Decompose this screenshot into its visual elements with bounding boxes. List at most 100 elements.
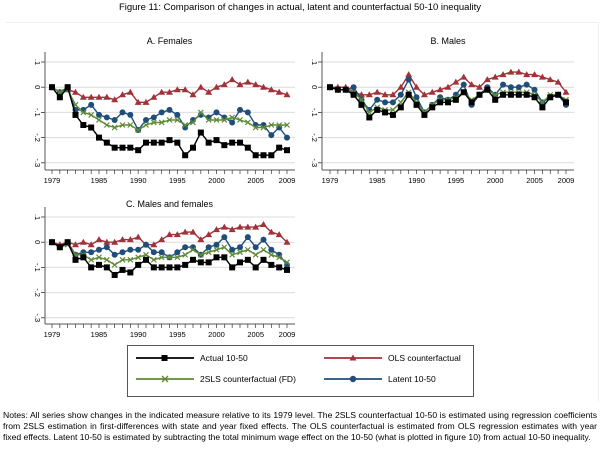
series-2sls-counterfactual-fd- [49,84,290,133]
data-point [88,256,95,263]
data-point [103,114,110,121]
data-point [174,111,181,118]
data-point [72,111,79,118]
data-point [103,244,110,251]
data-point [189,91,197,98]
data-point [365,91,373,98]
data-point [554,78,562,85]
y-tick-label: -.1 [33,263,42,272]
data-point [221,234,228,241]
data-point [268,132,275,139]
data-point [531,71,539,78]
data-point [135,254,142,261]
data-point [111,96,119,103]
data-point [555,91,562,98]
legend-swatch-2sls [136,375,194,383]
data-point [127,122,134,128]
data-point [197,83,205,90]
data-point [119,91,126,98]
data-point [252,251,259,258]
data-point [95,93,103,100]
data-point [213,109,220,116]
data-point [413,94,420,101]
data-point [96,254,102,261]
data-point [111,116,118,123]
data-point [205,88,213,95]
data-point [213,83,220,90]
series-ols-counterfactual [326,68,570,98]
data-point [182,122,189,128]
data-point [150,139,157,146]
x-tick-label: 1985 [369,176,386,185]
series-ols-counterfactual [48,76,291,105]
data-point [507,91,514,98]
data-point [397,104,404,111]
data-point [182,152,189,159]
legend-item-actual: Actual 10-50 [136,353,248,363]
data-point [260,124,267,131]
data-point [142,98,150,105]
data-point [452,96,459,103]
data-point [381,91,389,98]
data-point [228,76,236,83]
legend-label-ols: OLS counterfactual [388,353,461,363]
data-point [358,101,365,108]
data-point [166,117,173,123]
data-point [268,246,275,253]
data-point [182,244,189,251]
data-point [158,119,165,126]
x-tick-label: 1979 [44,330,61,339]
data-point [237,139,243,146]
data-point [213,117,220,123]
data-point [260,221,267,228]
data-point [80,254,87,261]
data-point [49,84,55,91]
data-point [111,124,118,131]
data-point [547,94,554,101]
data-point [276,264,283,271]
data-point [173,231,181,238]
data-point [127,256,134,263]
data-point [342,86,349,93]
legend-item-latent: Latent 10-50 [324,374,436,384]
x-tick-label: 1995 [448,176,465,185]
x-tick-label: 1985 [91,330,108,339]
data-point [190,246,196,253]
data-point [213,226,220,233]
data-point [158,264,165,271]
panel-title: A. Females [147,36,193,46]
data-point [96,111,102,118]
data-point [127,269,134,276]
data-point [88,249,95,256]
x-tick-label: 1990 [130,330,147,339]
data-point [275,88,283,95]
data-point [190,144,196,151]
data-point [405,76,412,83]
data-point [103,238,111,245]
legend-swatch-actual [136,355,194,361]
data-point [252,124,259,131]
data-point [205,231,213,238]
data-point [213,137,220,144]
figure-notes: Notes: All series show changes in the in… [3,410,597,443]
y-tick-label: -.1 [310,108,319,117]
data-point [189,228,197,235]
data-point [284,122,290,128]
data-point [374,106,381,113]
data-point [143,116,149,123]
data-point [88,101,95,108]
legend-label-actual: Actual 10-50 [200,353,248,363]
legend: Actual 10-50 OLS counterfactual 2SLS cou… [127,345,474,397]
data-point [56,244,63,251]
data-point [205,259,212,266]
data-point [389,91,397,98]
data-point [267,228,275,235]
data-point [205,249,212,256]
data-point [276,122,283,128]
series-ols-counterfactual [48,221,291,248]
data-point [103,139,110,146]
data-point [119,249,126,256]
data-point [166,88,173,95]
data-point [523,91,530,98]
